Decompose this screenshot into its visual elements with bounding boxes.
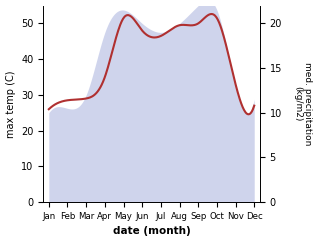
X-axis label: date (month): date (month) [113, 227, 190, 236]
Y-axis label: max temp (C): max temp (C) [5, 70, 16, 138]
Y-axis label: med. precipitation
(kg/m2): med. precipitation (kg/m2) [293, 62, 313, 145]
